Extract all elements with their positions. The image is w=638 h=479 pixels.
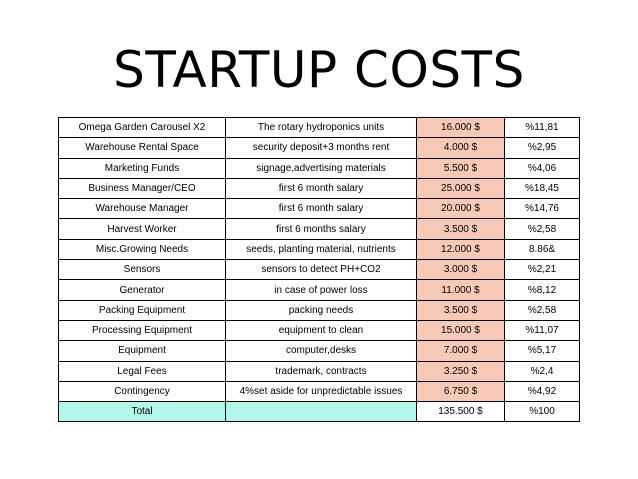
cost-cell: 3.500 $ (416, 218, 505, 240)
cost-cell: 6.750 $ (416, 380, 505, 403)
description-cell: 4%set aside for unpredictable issues (225, 380, 417, 403)
item-cell: Legal Fees (58, 360, 226, 382)
percent-cell: %2,58 (504, 218, 580, 240)
item-cell: Misc.Growing Needs (58, 238, 226, 261)
item-cell: Packing Equipment (58, 299, 226, 321)
description-cell: The rotary hydroponics units (225, 116, 417, 139)
cost-cell: 11.000 $ (416, 279, 505, 301)
table-row: Harvest Worker first 6 months salary 3.5… (58, 218, 580, 240)
percent-cell: %5,17 (504, 340, 580, 362)
cost-cell: 3.500 $ (416, 299, 505, 321)
total-cost-cell: 135.500 $ (416, 401, 505, 423)
description-cell: seeds, planting material, nutrients (225, 238, 417, 261)
percent-cell: %8,12 (504, 279, 580, 301)
item-cell: Warehouse Rental Space (58, 137, 226, 159)
table-row: Marketing Funds signage,advertising mate… (58, 157, 580, 179)
table-row: Generator in case of power loss 11.000 $… (58, 279, 580, 301)
cost-cell: 7.000 $ (416, 340, 505, 362)
description-cell: equipment to clean (225, 319, 417, 342)
cost-cell: 25.000 $ (416, 177, 505, 200)
cost-cell: 3.250 $ (416, 360, 505, 382)
item-cell: Contingency (58, 380, 226, 403)
slide-title: STARTUP COSTS (113, 41, 525, 99)
description-cell: security deposit+3 months rent (225, 137, 417, 159)
cost-cell: 12.000 $ (416, 238, 505, 261)
table-row: Sensors sensors to detect PH+CO2 3.000 $… (58, 259, 580, 281)
description-cell: first 6 month salary (225, 177, 417, 200)
description-cell: trademark, contracts (225, 360, 417, 382)
table-row: Contingency 4%set aside for unpredictabl… (58, 380, 580, 403)
table-row: Business Manager/CEO first 6 month salar… (58, 177, 580, 200)
description-cell: packing needs (225, 299, 417, 321)
table-row: Warehouse Manager first 6 month salary 2… (58, 198, 580, 220)
table-row: Packing Equipment packing needs 3.500 $ … (58, 299, 580, 321)
description-cell: sensors to detect PH+CO2 (225, 259, 417, 281)
percent-cell: %11,81 (504, 116, 580, 139)
percent-cell: %2,58 (504, 299, 580, 321)
cost-cell: 4.000 $ (416, 137, 505, 159)
table-row: Legal Fees trademark, contracts 3.250 $ … (58, 360, 580, 382)
cost-cell: 5.500 $ (416, 157, 505, 179)
description-cell: signage,advertising materials (225, 157, 417, 179)
item-cell: Generator (58, 279, 226, 301)
percent-cell: %14,76 (504, 198, 580, 220)
item-cell: Marketing Funds (58, 157, 226, 179)
item-cell: Business Manager/CEO (58, 177, 226, 200)
table-body: Omega Garden Carousel X2 The rotary hydr… (58, 116, 580, 423)
cost-cell: 15.000 $ (416, 319, 505, 342)
item-cell: Processing Equipment (58, 319, 226, 342)
percent-cell: %4,92 (504, 380, 580, 403)
table-row: Processing Equipment equipment to clean … (58, 319, 580, 342)
percent-cell: 8.86& (504, 238, 580, 261)
percent-cell: %4,06 (504, 157, 580, 179)
percent-cell: %2,95 (504, 137, 580, 159)
table-row: Equipment computer,desks 7.000 $ %5,17 (58, 340, 580, 362)
cost-cell: 16.000 $ (416, 116, 505, 139)
description-cell: computer,desks (225, 340, 417, 362)
item-cell: Omega Garden Carousel X2 (58, 116, 226, 139)
item-cell: Harvest Worker (58, 218, 226, 240)
cost-cell: 3.000 $ (416, 259, 505, 281)
startup-costs-table: Omega Garden Carousel X2 The rotary hydr… (58, 116, 580, 423)
description-cell: first 6 month salary (225, 198, 417, 220)
cost-cell: 20.000 $ (416, 198, 505, 220)
total-description-cell (225, 401, 417, 423)
percent-cell: %2,21 (504, 259, 580, 281)
total-row: Total 135.500 $ %100 (58, 401, 580, 423)
total-percent-cell: %100 (504, 401, 580, 423)
percent-cell: %18,45 (504, 177, 580, 200)
table-row: Omega Garden Carousel X2 The rotary hydr… (58, 116, 580, 139)
description-cell: first 6 months salary (225, 218, 417, 240)
description-cell: in case of power loss (225, 279, 417, 301)
item-cell: Warehouse Manager (58, 198, 226, 220)
percent-cell: %11,07 (504, 319, 580, 342)
percent-cell: %2,4 (504, 360, 580, 382)
table-row: Warehouse Rental Space security deposit+… (58, 137, 580, 159)
total-label-cell: Total (58, 401, 226, 423)
item-cell: Equipment (58, 340, 226, 362)
table-row: Misc.Growing Needs seeds, planting mater… (58, 238, 580, 261)
item-cell: Sensors (58, 259, 226, 281)
